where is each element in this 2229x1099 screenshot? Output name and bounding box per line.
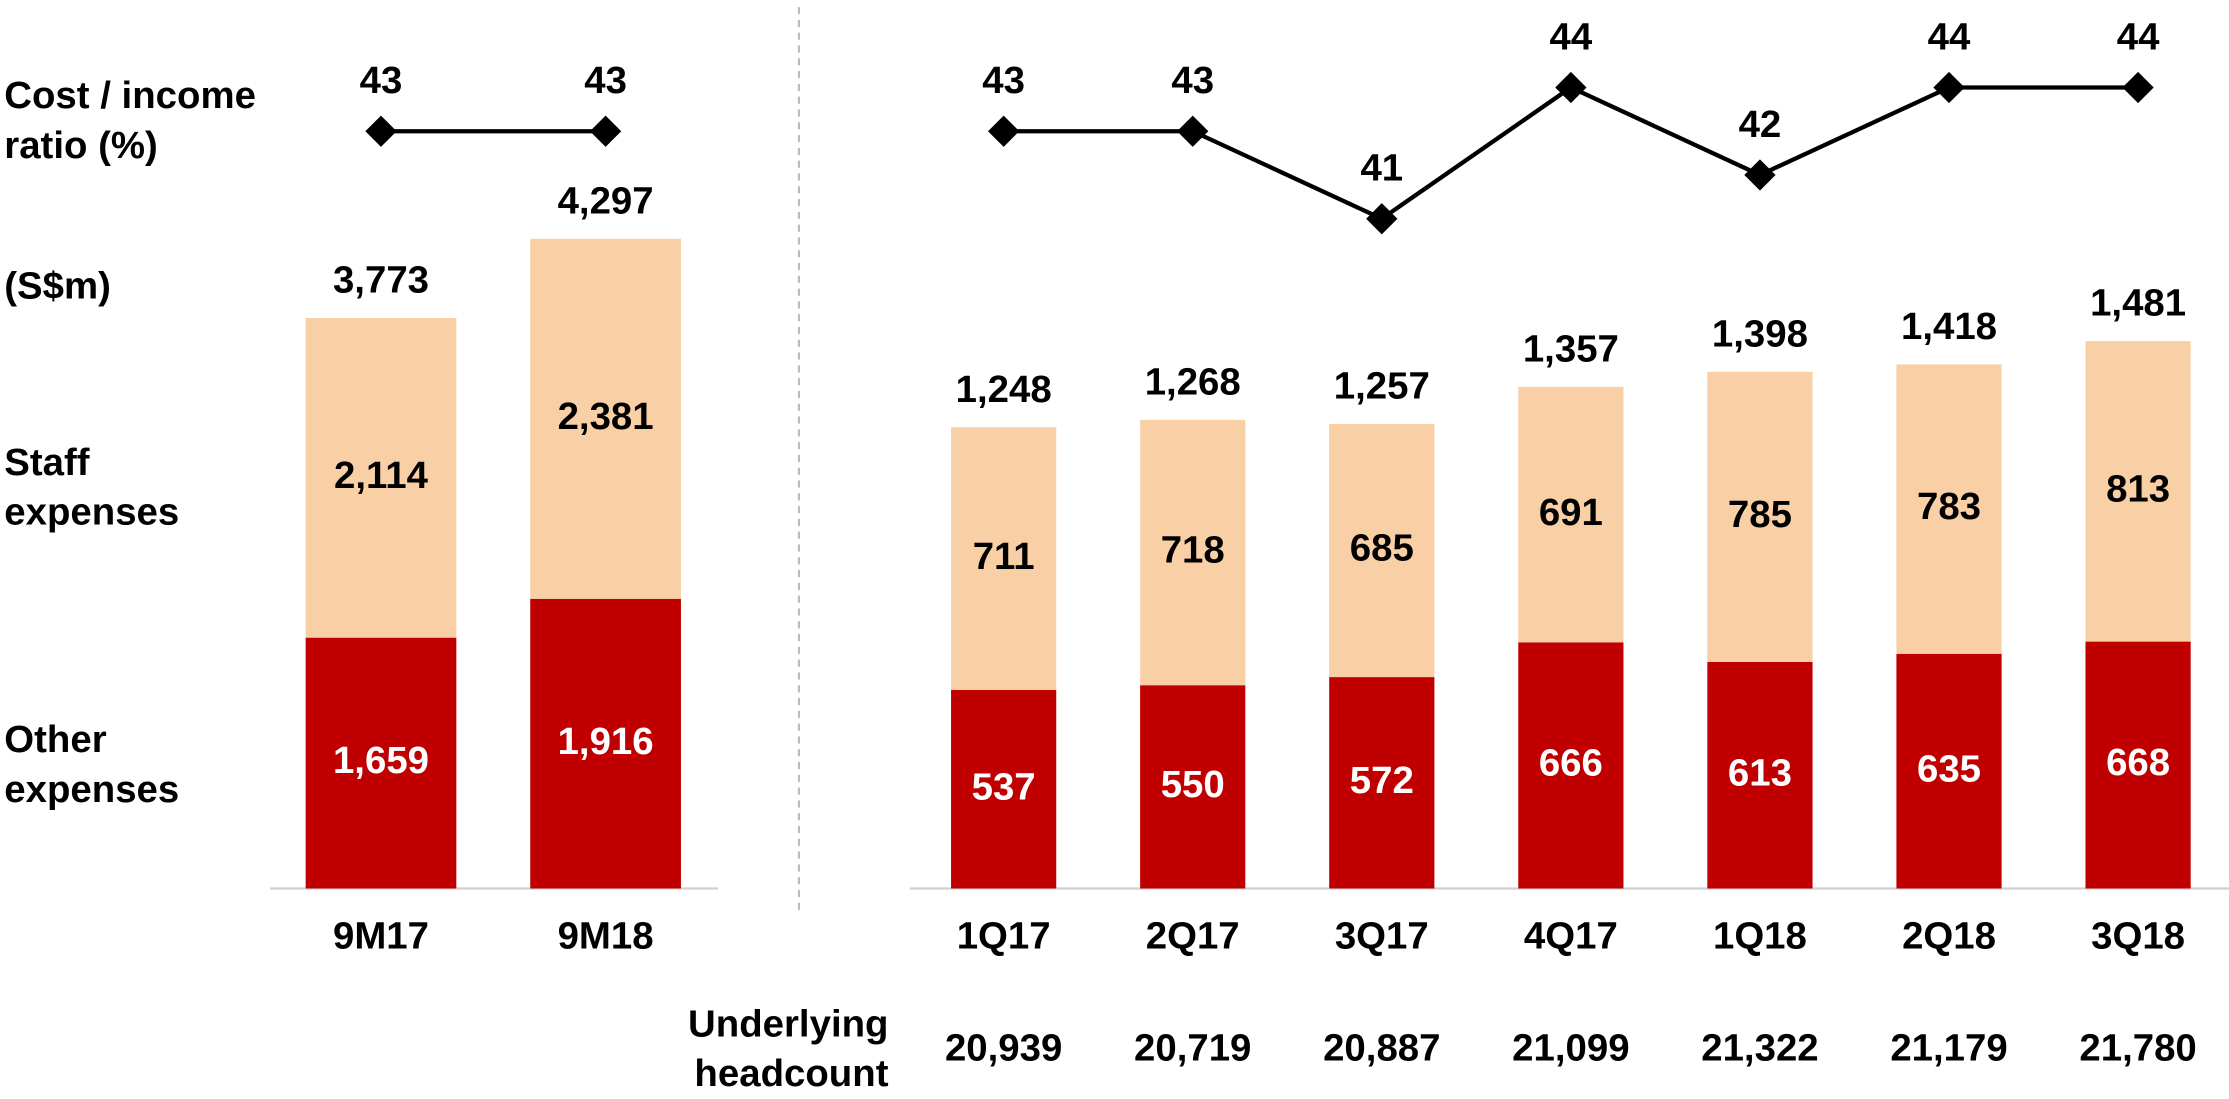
bar-segment [1140, 419, 1246, 686]
bar-segment [305, 637, 457, 889]
ratio-label: 43 [584, 59, 627, 102]
ratio-marker [2122, 71, 2154, 104]
x-tick-label: 3Q17 [1335, 914, 1429, 957]
total-label: 1,398 [1712, 312, 1808, 355]
total-label: 1,418 [1901, 305, 1997, 348]
line-name: Cost / income ratio (%) [4, 73, 256, 167]
bar-segment [1896, 653, 2002, 889]
segment-label: 537 [972, 765, 1036, 808]
headcount-value: 20,939 [945, 1027, 1062, 1070]
unit-label: (S$m) [4, 264, 111, 308]
total-label: 1,481 [2090, 282, 2186, 325]
segment-label: 718 [1161, 529, 1225, 572]
segment-label: 613 [1728, 751, 1792, 794]
segment-label: 2,381 [558, 395, 654, 438]
ratio-marker [1366, 203, 1398, 235]
ratio-marker [589, 115, 622, 147]
ratio-marker [1744, 159, 1776, 191]
bar-segment [530, 598, 681, 889]
ratio-label: 43 [1171, 59, 1214, 102]
bar-segment [1140, 685, 1246, 889]
series-name: Other expenses [4, 717, 180, 811]
total-label: 3,773 [333, 259, 429, 302]
x-tick-label: 9M17 [333, 914, 429, 957]
x-tick-label: 3Q18 [2091, 914, 2185, 957]
segment-label: 691 [1539, 491, 1603, 534]
segment-label: 666 [1539, 742, 1603, 785]
ratio-label: 44 [1550, 15, 1593, 58]
ratio-marker [988, 115, 1020, 147]
ratio-label: 41 [1360, 147, 1403, 190]
segment-label: 711 [973, 535, 1035, 578]
x-tick-label: 2Q18 [1902, 914, 1996, 957]
total-label: 4,297 [558, 179, 654, 222]
bar-segment [1329, 677, 1435, 889]
segment-label: 668 [2106, 741, 2170, 784]
headcount-value: 20,719 [1134, 1027, 1251, 1070]
headcount-value: 21,179 [1890, 1027, 2007, 1070]
ratio-marker [1555, 71, 1587, 104]
bar-segment [1707, 661, 1813, 889]
ratio-label: 43 [982, 59, 1025, 102]
segment-label: 685 [1350, 527, 1414, 570]
bar-segment [951, 690, 1057, 889]
ratio-line [1003, 85, 2139, 222]
series-name: Staff expenses [4, 440, 180, 534]
ratio-label: 44 [2117, 15, 2160, 58]
ratio-marker [1933, 71, 1965, 104]
ratio-label: 42 [1739, 103, 1782, 146]
segment-label: 783 [1917, 485, 1981, 528]
ratio-label: 44 [1928, 15, 1971, 58]
headcount-value: 21,099 [1512, 1027, 1629, 1070]
bar-segment [2085, 341, 2191, 642]
headcount-name: Underlying headcount [688, 1002, 889, 1095]
ratio-marker [365, 115, 397, 147]
segment-label: 785 [1728, 493, 1792, 536]
x-tick-label: 4Q17 [1524, 914, 1618, 957]
segment-label: 550 [1161, 763, 1225, 806]
total-label: 1,257 [1334, 364, 1430, 407]
ratio-marker [1177, 115, 1209, 147]
segment-label: 1,916 [558, 720, 654, 763]
ratio-label: 43 [360, 59, 403, 102]
x-tick-label: 1Q18 [1713, 914, 1807, 957]
headcount-value: 20,887 [1323, 1027, 1440, 1070]
headcount-value: 21,322 [1701, 1027, 1818, 1070]
bar-segment [530, 238, 681, 599]
segment-label: 635 [1917, 747, 1981, 790]
bar-segment [1329, 423, 1435, 678]
bar-segment [1518, 386, 1624, 643]
segment-label: 572 [1350, 759, 1414, 802]
segment-label: 2,114 [334, 454, 429, 497]
total-label: 1,357 [1523, 328, 1619, 371]
segment-label: 1,659 [333, 739, 429, 782]
bar-segment [305, 317, 457, 638]
total-label: 1,268 [1145, 360, 1241, 403]
headcount-value: 21,780 [2079, 1027, 2196, 1070]
bar-segment [951, 427, 1057, 691]
x-tick-label: 2Q17 [1146, 914, 1240, 957]
bar-segment [2085, 641, 2191, 889]
total-label: 1,248 [956, 368, 1052, 411]
x-tick-label: 1Q17 [957, 914, 1051, 957]
bar-segment [1896, 364, 2002, 654]
bar-segment [1518, 642, 1624, 889]
x-tick-label: 9M18 [558, 914, 654, 957]
bar-segment [1707, 371, 1813, 662]
segment-label: 813 [2106, 467, 2170, 510]
